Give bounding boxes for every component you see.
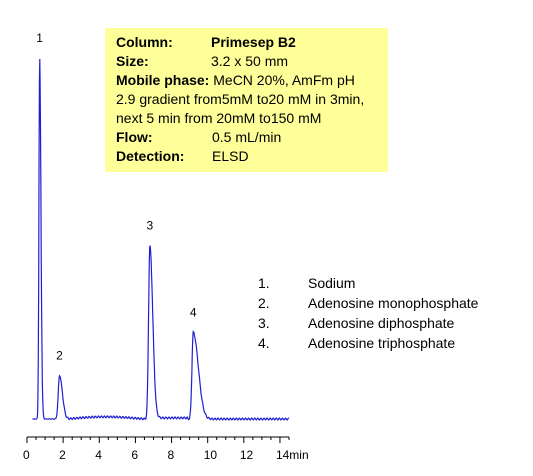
peak-legend: 1. Sodium 2. Adenosine monophosphate 3. Ade…	[258, 273, 478, 353]
peak-label: 1	[36, 31, 43, 45]
x-tick-label: 2	[59, 448, 66, 462]
size-label: Size:	[116, 53, 149, 69]
x-tick-label: 12	[240, 448, 254, 462]
detection-label: Detection:	[116, 148, 185, 164]
legend-name: Adenosine diphosphate	[308, 315, 455, 331]
legend-item-4: 4. Adenosine triphosphate	[258, 333, 478, 353]
legend-num: 1.	[258, 275, 270, 291]
x-tick-label: 4	[95, 448, 102, 462]
chromatogram-trace	[32, 58, 290, 421]
peak-label: 3	[147, 219, 154, 233]
legend-num: 4.	[258, 335, 270, 351]
legend-name: Adenosine monophosphate	[308, 295, 479, 311]
legend-item-2: 2. Adenosine monophosphate	[258, 293, 478, 313]
peak-labels: 1 2 3 4	[36, 31, 197, 363]
x-tick-label: 10	[204, 448, 218, 462]
x-tick-label: 14min	[276, 448, 309, 462]
mobile-phase-line-3: next 5 min from 20mM to150 mM	[116, 110, 322, 126]
mobile-phase-value: MeCN 20%, AmFm pH	[213, 72, 355, 88]
legend-num: 2.	[258, 295, 270, 311]
legend-item-1: 1. Sodium	[258, 273, 478, 293]
peak-label: 2	[56, 349, 63, 363]
legend-item-3: 3. Adenosine diphosphate	[258, 313, 478, 333]
method-info-box: Column: Primesep B2 Size: 3.2 x 50 mm Mobi…	[105, 28, 388, 172]
column-value: Primesep B2	[211, 34, 296, 50]
chromatogram-trace-group	[32, 58, 290, 421]
x-axis: 0 2 4 6 8 10 12 14min	[23, 436, 309, 462]
column-label: Column:	[116, 34, 173, 50]
x-tick-label: 0	[23, 448, 30, 462]
flow-label: Flow:	[116, 129, 153, 145]
flow-value: 0.5 mL/min	[212, 129, 282, 145]
size-value: 3.2 x 50 mm	[211, 53, 289, 69]
mobile-phase-label: Mobile phase:	[116, 72, 210, 88]
x-tick-label: 8	[168, 448, 175, 462]
legend-name: Adenosine triphosphate	[308, 335, 456, 351]
x-tick-label: 6	[131, 448, 138, 462]
peak-label: 4	[190, 305, 197, 319]
legend-num: 3.	[258, 315, 270, 331]
mobile-phase-line-2: 2.9 gradient from5mM to20 mM in 3min,	[116, 91, 365, 107]
legend-name: Sodium	[308, 275, 356, 291]
detection-value: ELSD	[212, 148, 249, 164]
